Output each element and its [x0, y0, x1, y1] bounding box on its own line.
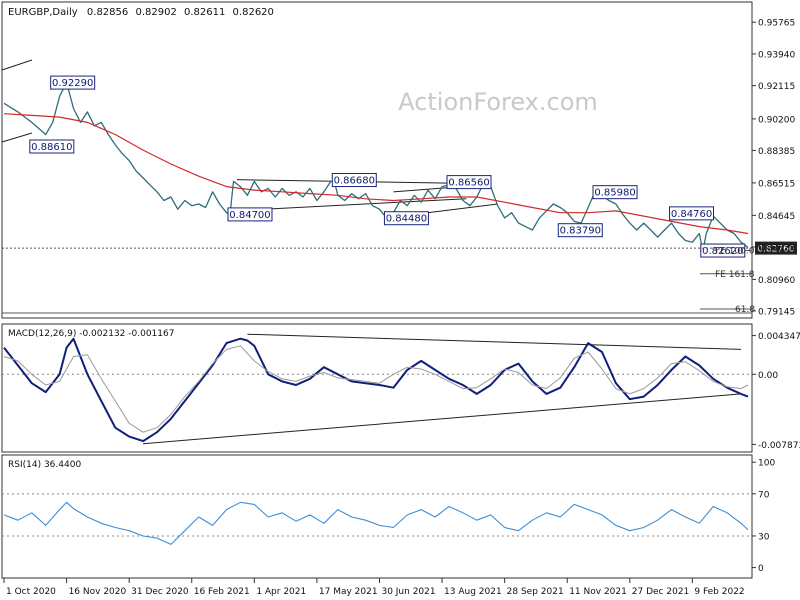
price-axis-tick-label: 0.82825: [758, 243, 795, 253]
price-series-group: [3, 81, 749, 252]
last-price-text: 0.82760: [757, 245, 794, 255]
time-tick-label: 28 Sep 2021: [507, 587, 564, 597]
macd-trend-lines: [143, 333, 742, 445]
price-label-box: [331, 173, 377, 188]
price-label-box: [227, 207, 273, 222]
price-axis-tick-label: 0.86515: [758, 179, 795, 189]
price-trend-line: [1, 59, 33, 71]
time-tick-label: 30 Jun 2021: [381, 587, 435, 597]
macd-trend-line: [143, 393, 742, 445]
price-label-text: 0.88610: [31, 142, 72, 153]
price-label: 0.86680: [331, 173, 377, 188]
price-axis-tick-label: 0.93940: [758, 50, 795, 60]
price-label-box: [383, 211, 429, 226]
price-trend-line: [1, 132, 33, 143]
price-label: 0.84700: [227, 207, 273, 222]
price-label-box: [446, 175, 492, 190]
moving-average-line: [3, 113, 749, 235]
price-label: 0.88610: [29, 139, 75, 154]
last-price-marker: 0.82760: [2, 241, 797, 255]
price-label-box: [29, 139, 75, 154]
low-value: 0.82611: [184, 7, 225, 18]
price-label-text: 0.82620: [702, 246, 743, 257]
price-label-text: 0.86560: [448, 178, 489, 189]
time-tick-label: 17 May 2021: [319, 587, 378, 597]
price-label-box: [669, 206, 715, 221]
rsi-axis-tick-label: 70: [758, 490, 770, 500]
rsi-axis-tick-label: 100: [758, 459, 775, 469]
price-label-text: 0.84480: [386, 214, 427, 225]
watermark: ActionForex.com: [398, 88, 598, 116]
rsi-axis-tick-label: 30: [758, 532, 770, 542]
price-label: 0.84480: [383, 211, 429, 226]
price-label-text: 0.86680: [334, 176, 375, 187]
time-tick-label: 27 Dec 2021: [632, 587, 690, 597]
rsi-line: [3, 501, 749, 545]
price-label-box: [592, 185, 638, 200]
rsi-title: RSI(14) 36.4400: [8, 460, 81, 470]
price-axis: 0.95765 0.93940 0.92115 0.90200 0.88385 0.865…: [752, 19, 795, 317]
price-annotations: 0.92290 0.88610 0.84700 0.86680 0.84480 0.865…: [29, 75, 746, 258]
rsi-axis: 100 70 30 0: [752, 459, 775, 574]
time-tick-label: 13 Aug 2021: [444, 587, 502, 597]
rsi-series-group: [3, 501, 749, 545]
fib-label: 61.8: [735, 305, 755, 315]
time-tick-label: 11 Nov 2021: [569, 587, 627, 597]
price-label-text: 0.85980: [594, 188, 635, 199]
price-axis-tick-label: 0.92115: [758, 82, 795, 92]
price-label: 0.82620: [700, 243, 746, 258]
high-value: 0.82902: [135, 7, 176, 18]
last-price-box: [755, 241, 797, 255]
price-label: 0.86560: [446, 175, 492, 190]
symbol-label: EURGBP,Daily: [8, 7, 78, 18]
macd-series-group: [3, 337, 749, 443]
macd-signal-line: [3, 345, 749, 433]
price-pane-header: EURGBP,Daily 0.82856 0.82902 0.82611 0.8…: [8, 7, 274, 18]
price-axis-tick-label: 0.80960: [758, 276, 795, 286]
rsi-axis-tick-label: 0: [758, 564, 764, 574]
price-label-box: [557, 223, 603, 238]
fib-label: FE 161.8: [715, 270, 755, 280]
price-label-text: 0.84700: [229, 210, 270, 221]
price-label: 0.92290: [50, 75, 96, 90]
macd-trend-line: [247, 333, 742, 350]
price-label: 0.85980: [592, 185, 638, 200]
time-tick-label: 31 Dec 2020: [131, 587, 189, 597]
price-label-text: 0.92290: [52, 78, 93, 89]
price-axis-tick-label: 0.79145: [758, 307, 795, 317]
time-tick-label: 1 Apr 2021: [256, 587, 306, 597]
time-tick-label: 9 Feb 2022: [694, 587, 744, 597]
price-label-text: 0.84760: [671, 209, 712, 220]
price-label-box: [700, 243, 746, 258]
price-axis-tick-label: 0.88385: [758, 147, 795, 157]
open-value: 0.82856: [87, 7, 128, 18]
price-label: 0.83790: [557, 223, 603, 238]
price-axis-tick-label: 0.95765: [758, 19, 795, 29]
macd-axis-tick-label: 0.00: [758, 371, 778, 381]
rsi-pane: RSI(14) 36.4400: [1, 454, 753, 579]
price-line: [3, 81, 749, 252]
price-pane: ActionForex.com EURGBP,Daily 0.82856 0.8…: [1, 1, 797, 319]
time-axis: 1 Oct 2020 16 Nov 2020 31 Dec 2020 16 Feb 2…: [3, 578, 745, 597]
time-tick-label: 16 Nov 2020: [69, 587, 127, 597]
time-tick-label: 16 Feb 2021: [194, 587, 250, 597]
price-axis-tick-label: 0.90200: [758, 115, 795, 125]
macd-axis-tick-label: 0.004347: [758, 332, 800, 342]
macd-line: [3, 337, 749, 443]
price-label-text: 0.83790: [560, 226, 601, 237]
close-value: 0.82620: [233, 7, 274, 18]
macd-pane: MACD(12,26,9) -0.002132 -0.001167: [1, 323, 753, 453]
fib-annotations: FE 100.0 FE 161.8 61.8: [715, 247, 755, 316]
macd-axis: 0.004347 0.00 -0.007873: [752, 332, 800, 451]
fib-label: FE 100.0: [715, 247, 755, 257]
macd-title: MACD(12,26,9) -0.002132 -0.001167: [8, 329, 174, 339]
rsi-level-lines: [2, 493, 752, 537]
macd-axis-tick-label: -0.007873: [758, 441, 800, 451]
price-label: 0.84760: [669, 206, 715, 221]
time-tick-label: 1 Oct 2020: [6, 587, 56, 597]
price-label-box: [50, 75, 96, 90]
price-axis-tick-label: 0.84645: [758, 212, 795, 222]
